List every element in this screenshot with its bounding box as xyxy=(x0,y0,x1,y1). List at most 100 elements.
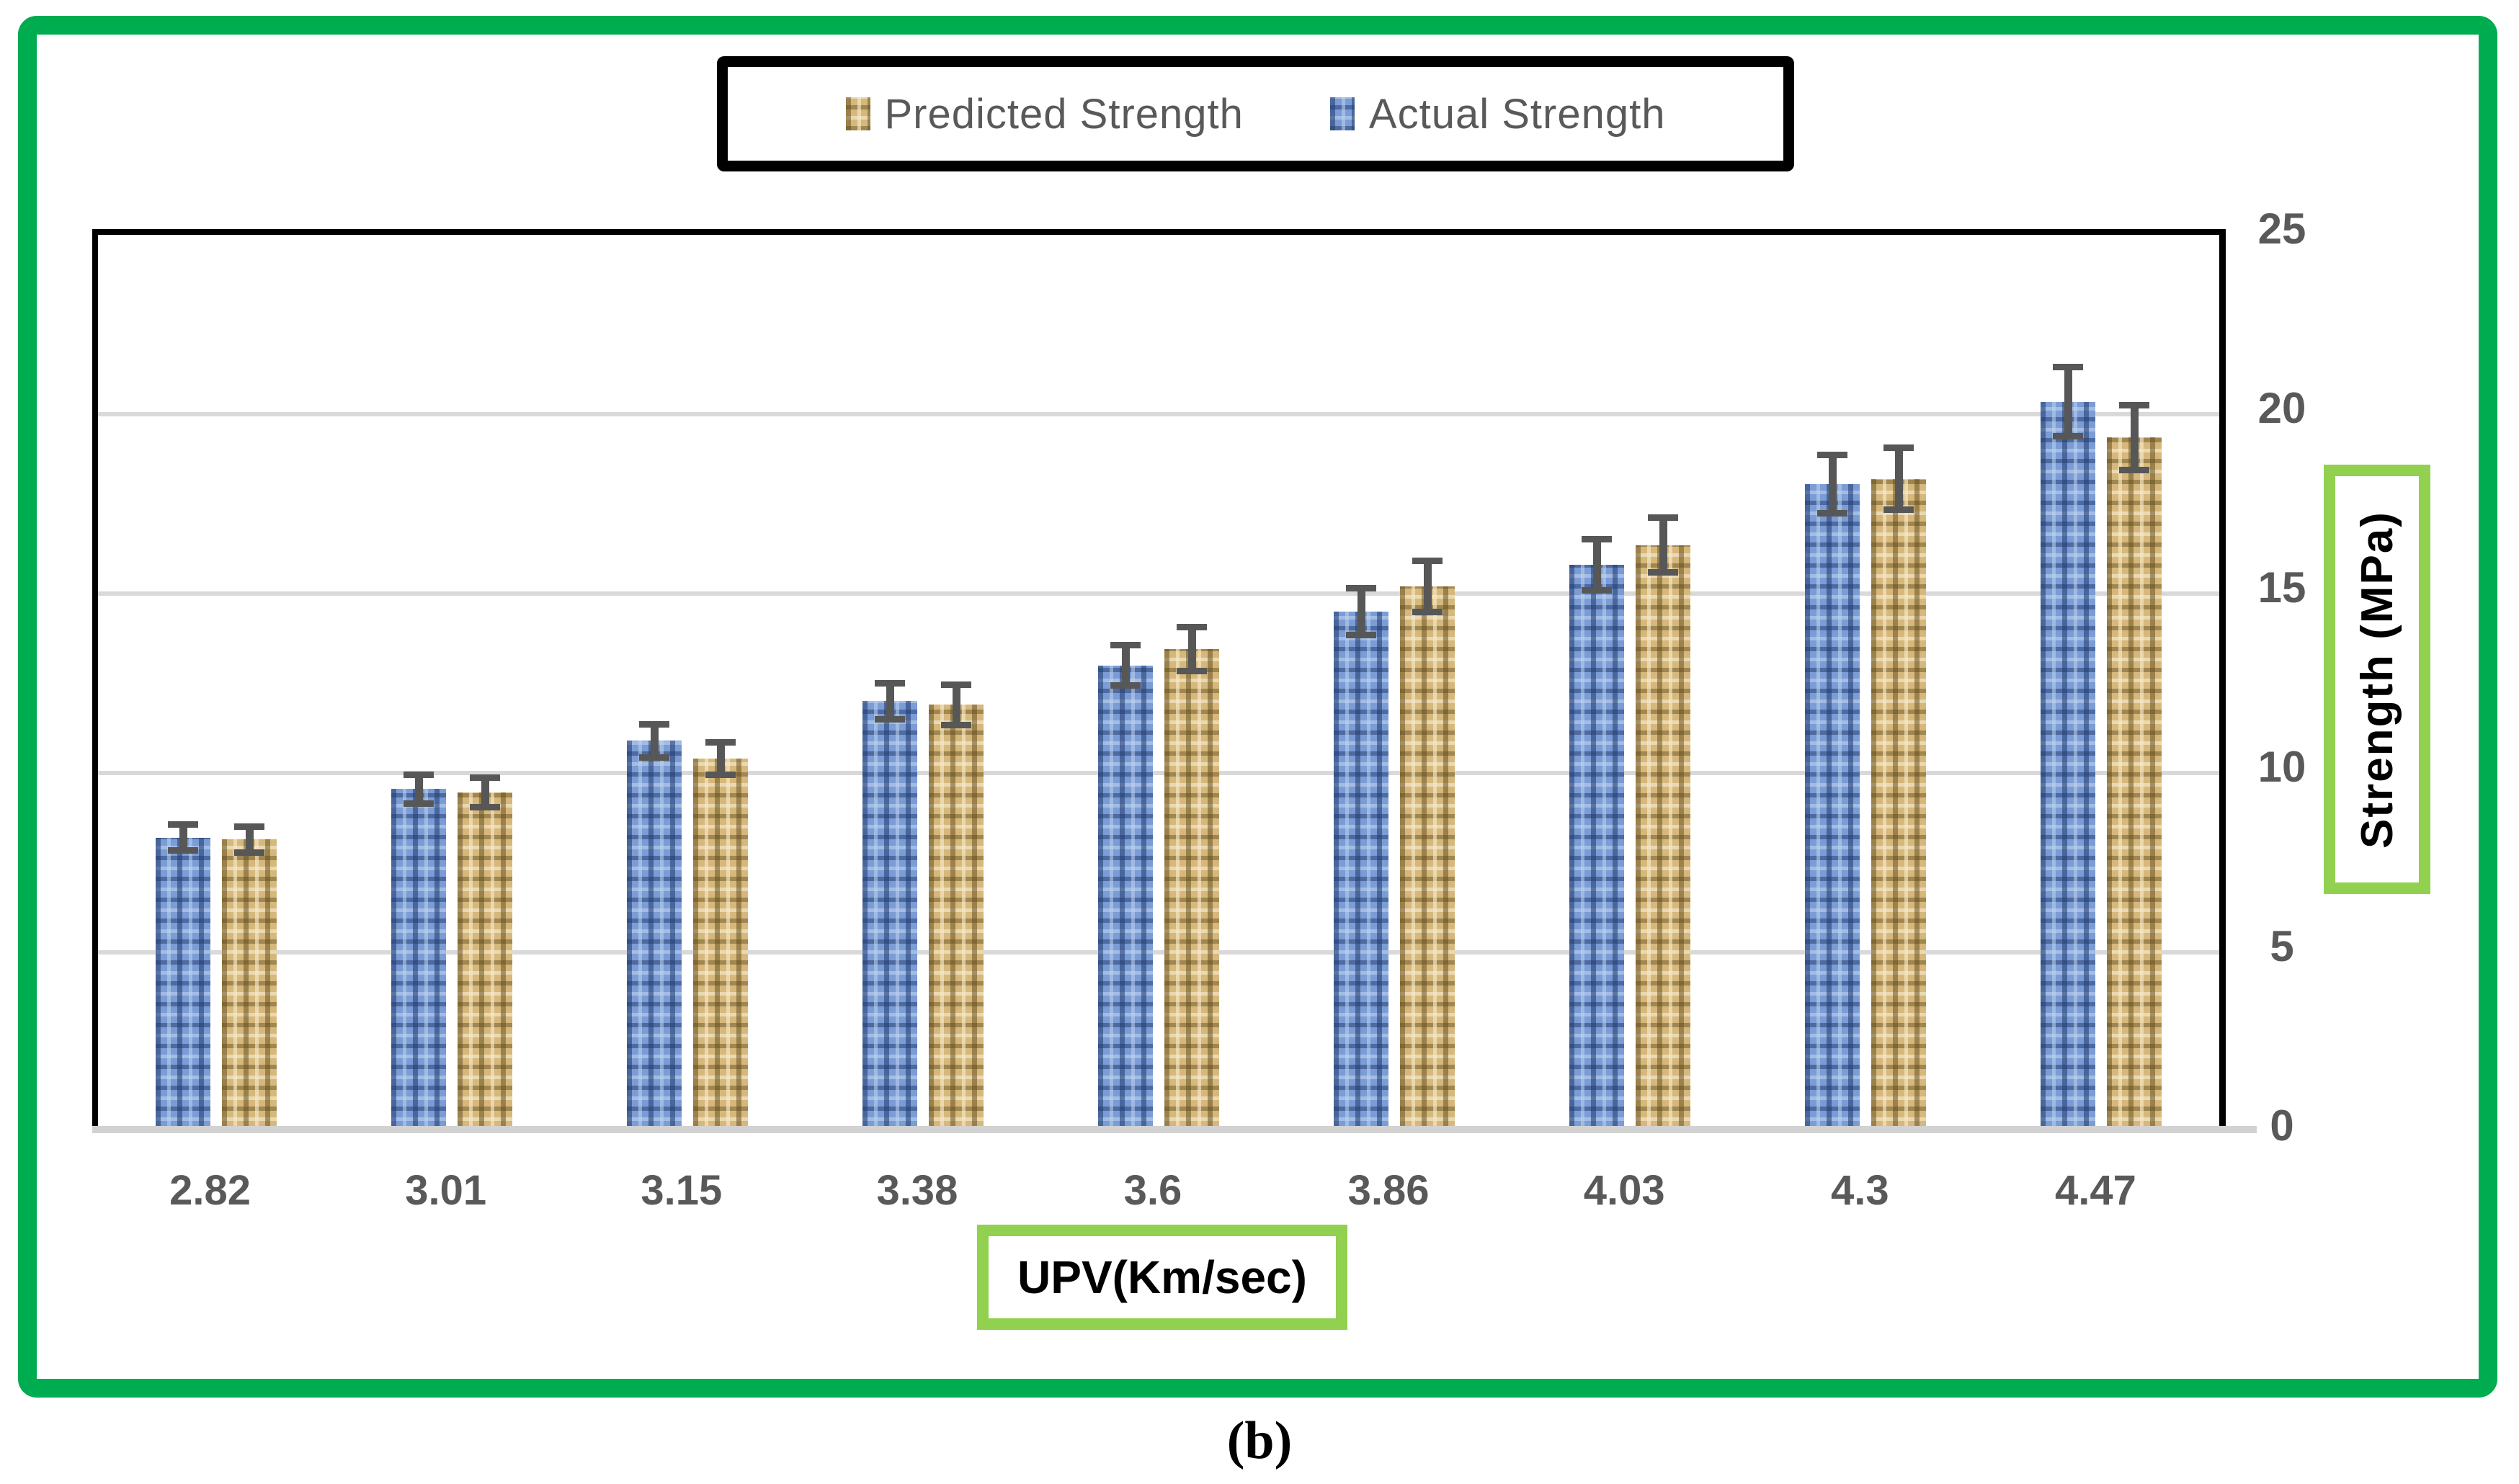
y-tick-label: 25 xyxy=(2257,205,2306,253)
error-bar xyxy=(1122,642,1130,689)
legend: Predicted Strength Actual Strength xyxy=(717,56,1794,171)
error-bar-cap-bottom xyxy=(1110,681,1141,689)
legend-label-actual: Actual Strength xyxy=(1368,90,1666,138)
error-bar-cap-top xyxy=(1648,514,1679,522)
error-bar xyxy=(952,681,960,728)
error-bar-cap-top xyxy=(1582,536,1613,543)
error-bar-cap-top xyxy=(233,823,264,830)
predicted-strength-bar xyxy=(692,759,748,1132)
plot-area xyxy=(92,229,2226,1132)
x-axis-line xyxy=(92,1126,2257,1133)
predicted-strength-bar xyxy=(457,792,512,1132)
error-bar-cap-bottom xyxy=(1648,569,1679,576)
error-bar-cap-top xyxy=(1817,452,1848,459)
legend-item-actual: Actual Strength xyxy=(1329,90,1666,138)
actual-strength-bar xyxy=(1334,611,1389,1132)
y-tick-label: 20 xyxy=(2257,384,2306,432)
x-tick-label: 4.03 xyxy=(1583,1167,1665,1214)
y-tick-label: 0 xyxy=(2270,1101,2294,1150)
gridline-10 xyxy=(98,771,2219,775)
error-bar xyxy=(886,679,894,723)
actual-strength-bar xyxy=(626,741,682,1132)
error-bar xyxy=(1659,514,1668,576)
x-tick-label: 3.15 xyxy=(641,1167,723,1214)
error-bar-cap-bottom xyxy=(469,804,500,811)
error-bar-cap-bottom xyxy=(1412,608,1443,615)
predicted-strength-swatch-icon xyxy=(845,97,870,130)
x-tick-label: 4.3 xyxy=(1831,1167,1889,1214)
y-tick-label: 5 xyxy=(2270,922,2294,970)
y-tick-label: 10 xyxy=(2257,743,2306,791)
error-bar-cap-top xyxy=(1110,642,1141,649)
actual-strength-bar xyxy=(155,837,210,1132)
gridline-15 xyxy=(98,591,2219,596)
error-bar-cap-bottom xyxy=(874,716,905,723)
error-bar-cap-top xyxy=(469,774,500,782)
predicted-strength-bar xyxy=(221,839,277,1132)
error-bar-cap-bottom xyxy=(1582,587,1613,594)
actual-strength-bar xyxy=(862,701,917,1132)
error-bar xyxy=(481,774,489,811)
error-bar-cap-bottom xyxy=(1883,506,1914,513)
x-axis-title-box: UPV(Km/sec) xyxy=(977,1225,1347,1330)
x-tick-label: 3.38 xyxy=(876,1167,958,1214)
y-axis-title-box: Strength (MPa) xyxy=(2324,465,2430,894)
error-bar-cap-top xyxy=(1177,624,1207,631)
predicted-strength-bar xyxy=(2107,437,2162,1132)
predicted-strength-bar xyxy=(1871,478,1927,1132)
error-bar-cap-bottom xyxy=(2119,467,2150,474)
error-bar-cap-bottom xyxy=(638,754,669,761)
actual-strength-swatch-icon xyxy=(1329,97,1355,130)
legend-item-predicted: Predicted Strength xyxy=(845,90,1244,138)
error-bar xyxy=(179,821,187,854)
actual-strength-bar xyxy=(2041,401,2096,1132)
error-bar xyxy=(650,720,659,761)
error-bar-cap-top xyxy=(167,821,198,828)
y-axis-title: Strength (MPa) xyxy=(2352,510,2402,849)
error-bar xyxy=(1357,584,1366,639)
predicted-strength-bar xyxy=(1164,649,1219,1132)
error-bar-cap-top xyxy=(940,681,971,688)
error-bar xyxy=(1895,444,1904,513)
legend-label-predicted: Predicted Strength xyxy=(884,90,1244,138)
actual-strength-bar xyxy=(1569,565,1625,1132)
error-bar-cap-top xyxy=(874,679,905,687)
error-bar xyxy=(716,738,725,779)
error-bar-cap-bottom xyxy=(940,721,971,728)
error-bar-cap-bottom xyxy=(2053,432,2084,439)
figure-caption: (b) xyxy=(1226,1411,1293,1470)
error-bar xyxy=(414,771,423,808)
actual-strength-bar xyxy=(1805,484,1860,1132)
error-bar-cap-top xyxy=(638,720,669,728)
error-bar xyxy=(1188,624,1196,675)
gridline-20 xyxy=(98,412,2219,416)
x-tick-label: 3.6 xyxy=(1123,1167,1182,1214)
predicted-strength-bar xyxy=(1400,586,1455,1132)
error-bar xyxy=(2064,364,2073,439)
error-bar-cap-top xyxy=(1883,444,1914,452)
predicted-strength-bar xyxy=(1636,545,1691,1132)
error-bar-cap-top xyxy=(403,771,434,778)
error-bar-cap-top xyxy=(1346,584,1377,591)
error-bar-cap-top xyxy=(2053,364,2084,371)
error-bar-cap-bottom xyxy=(1177,668,1207,675)
error-bar xyxy=(1424,558,1432,615)
error-bar-cap-bottom xyxy=(167,847,198,854)
error-bar-cap-bottom xyxy=(403,800,434,808)
error-bar-cap-top xyxy=(705,738,736,746)
error-bar xyxy=(1829,452,1837,517)
error-bar-cap-top xyxy=(1412,558,1443,565)
predicted-strength-bar xyxy=(928,705,984,1132)
actual-strength-bar xyxy=(391,789,446,1132)
error-bar-cap-bottom xyxy=(233,849,264,856)
actual-strength-bar xyxy=(1098,665,1153,1132)
gridline-5 xyxy=(98,950,2219,955)
error-bar xyxy=(1593,536,1602,594)
x-tick-label: 4.47 xyxy=(2054,1167,2136,1214)
error-bar xyxy=(245,823,254,856)
error-bar xyxy=(2131,401,2139,474)
x-tick-label: 2.82 xyxy=(169,1167,251,1214)
x-tick-label: 3.01 xyxy=(405,1167,487,1214)
error-bar-cap-bottom xyxy=(1817,509,1848,517)
error-bar-cap-top xyxy=(2119,401,2150,408)
